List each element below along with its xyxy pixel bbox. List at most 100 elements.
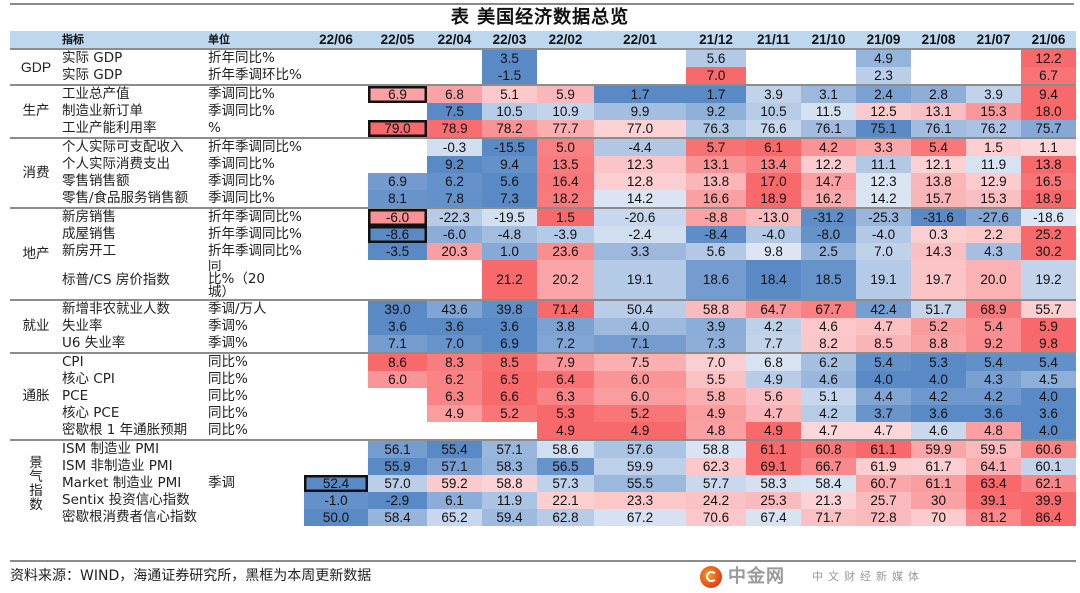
data-cell: 79.0 [368, 120, 427, 138]
data-cell: 1.5 [537, 207, 594, 226]
unit-label: 季调 [208, 475, 235, 491]
data-cell: 0.3 [911, 226, 966, 243]
data-cell: 4.0 [1021, 422, 1076, 440]
unit-label [208, 509, 304, 526]
data-cell: 61.1 [911, 475, 966, 492]
unit-label: 季调同比% [208, 156, 275, 172]
data-cell [304, 335, 368, 353]
data-cell: 39.1 [966, 492, 1021, 509]
data-cell: 6.7 [1021, 67, 1076, 85]
data-cell: 16.2 [801, 190, 856, 208]
data-cell [746, 48, 801, 67]
data-cell: 13.1 [911, 103, 966, 120]
data-cell: 59.9 [594, 458, 686, 475]
data-cell: 16.4 [537, 173, 594, 190]
data-cell: 6.2 [427, 173, 482, 190]
data-cell: 59.2 [427, 475, 482, 492]
data-cell: 4.7 [856, 422, 911, 440]
data-cell: 7.3 [482, 190, 537, 208]
data-cell: 6.3 [537, 388, 594, 405]
data-cell [304, 48, 368, 67]
data-cell: 16.5 [1021, 173, 1076, 190]
table-row: 新房开工 折年季调同比% -3.5 20.3 1.0 23.6 3.3 5.6 9.8 2.5 7.… [10, 243, 1076, 260]
category-label: GDP [10, 48, 62, 85]
data-cell: 4.4 [856, 388, 911, 405]
table-row: 失业率 季调% 3.6 3.6 3.6 3.8 4.0 3.9 4.2 4.6 4.7 5.2 5.4 5… [10, 318, 1076, 335]
data-cell: 7.5 [594, 352, 686, 371]
indicator-name: PCE [62, 388, 89, 404]
data-cell: 81.2 [966, 509, 1021, 526]
data-cell: 4.6 [911, 422, 966, 440]
category-label: 通胀 [10, 352, 62, 440]
data-cell: 76.6 [746, 120, 801, 138]
unit-label: 折年季调环比% [208, 67, 302, 83]
data-cell: 76.2 [966, 120, 1021, 138]
data-cell: 4.0 [856, 371, 911, 388]
data-cell: 6.4 [537, 371, 594, 388]
data-cell [304, 405, 368, 422]
data-cell: 57.1 [482, 439, 537, 458]
data-cell: 12.3 [856, 173, 911, 190]
category-label: 就业 [10, 299, 62, 353]
data-cell: 5.8 [686, 388, 746, 405]
data-cell: 6.9 [368, 173, 427, 190]
data-cell: 5.0 [537, 137, 594, 156]
table-row: 密歇根消费者信心指数 50.0 58.4 65.2 59.4 62.8 67.2 70.6 67… [10, 509, 1076, 526]
data-cell: 11.9 [482, 492, 537, 509]
data-cell [304, 120, 368, 138]
data-cell [368, 103, 427, 120]
data-cell: -15.5 [482, 137, 537, 156]
data-cell: 12.1 [911, 156, 966, 173]
data-cell: 78.2 [482, 120, 537, 138]
data-cell: 68.9 [966, 299, 1021, 318]
top-rule [10, 3, 1074, 5]
data-cell: 13.1 [686, 156, 746, 173]
data-cell: -4.0 [856, 226, 911, 243]
data-cell: 59.9 [911, 439, 966, 458]
data-cell: 56.5 [537, 458, 594, 475]
data-cell: 19.7 [911, 260, 966, 300]
unit-label: 同比% [208, 422, 248, 438]
category-label: 景气指数 [10, 439, 62, 526]
data-cell: 11.1 [856, 156, 911, 173]
data-cell: 1.7 [686, 84, 746, 103]
data-cell: 30 [911, 492, 966, 509]
data-cell: 4.8 [966, 422, 1021, 440]
data-cell: 7.8 [427, 190, 482, 208]
table-row: 零售销售额 季调同比% 6.9 6.2 5.6 16.4 12.8 13.8 17.0 14.7 1… [10, 173, 1076, 190]
data-cell: 56.1 [368, 439, 427, 458]
unit-label: 折年季调同比% [208, 137, 304, 156]
data-cell: -2.9 [368, 492, 427, 509]
source-note: 资料来源：WIND，海通证券研究所，黑框为本周更新数据 [10, 568, 372, 584]
data-cell: 5.6 [482, 173, 537, 190]
data-cell: 4.7 [856, 318, 911, 335]
data-cell: 3.6 [1021, 405, 1076, 422]
data-cell: 8.5 [856, 335, 911, 353]
indicator-name: 核心 CPI [62, 371, 115, 387]
data-cell: 12.9 [966, 173, 1021, 190]
data-cell: 6.0 [594, 388, 686, 405]
data-cell: 76.1 [911, 120, 966, 138]
data-cell: 55.7 [1021, 299, 1076, 318]
data-cell [746, 67, 801, 85]
data-cell: 39.8 [482, 299, 537, 318]
data-cell [304, 103, 368, 120]
data-cell: -2.4 [594, 226, 686, 243]
unit-label: 季调同比% [208, 103, 275, 119]
table-row: 景气指数 ISM 制造业 PMI 56.1 55.4 57.1 58.6 57.6 58.8 6… [10, 439, 1076, 526]
data-cell: 3.6 [482, 318, 537, 335]
table-row: PCE 同比% 6.3 6.6 6.3 6.0 5.8 5.6 5.1 4.4 4.2 4.2 4.0 [10, 388, 1076, 405]
header-unit: 单位 [208, 31, 304, 49]
table-row: ISM 非制造业 PMI 55.9 57.1 58.3 56.5 59.9 62.3 69.1… [10, 458, 1076, 475]
data-cell: 17.0 [746, 173, 801, 190]
data-cell [368, 260, 427, 300]
indicator-name: Market 制造业 PMI [62, 475, 182, 491]
data-cell [304, 67, 368, 85]
data-cell: 50.0 [304, 509, 368, 526]
data-cell: 5.6 [686, 243, 746, 260]
indicator-name: Sentix 投资信心指数 [62, 492, 190, 508]
data-cell: 57.0 [368, 475, 427, 492]
data-cell: 2.3 [856, 67, 911, 85]
data-cell: 12.2 [1021, 48, 1076, 67]
data-cell: 2.8 [911, 84, 966, 103]
